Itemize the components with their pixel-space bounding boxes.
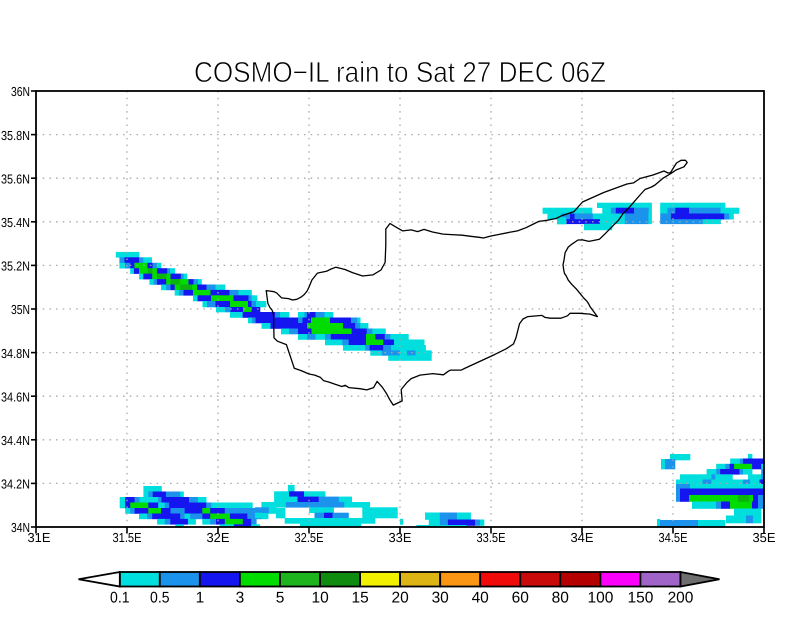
svg-text:36N: 36N [11, 84, 30, 99]
svg-text:32E: 32E [207, 530, 230, 545]
svg-text:60: 60 [512, 589, 530, 606]
svg-text:5: 5 [276, 589, 285, 606]
svg-text:150: 150 [627, 589, 653, 606]
svg-text:40: 40 [472, 589, 490, 606]
svg-text:31E: 31E [28, 530, 51, 545]
svg-text:35.6N: 35.6N [1, 171, 30, 186]
svg-text:1: 1 [196, 589, 205, 606]
svg-text:100: 100 [587, 589, 613, 606]
svg-text:0.1: 0.1 [110, 589, 130, 606]
svg-text:200: 200 [668, 589, 694, 606]
svg-text:31.5E: 31.5E [113, 530, 142, 545]
svg-text:0.5: 0.5 [150, 589, 170, 606]
svg-text:34.6N: 34.6N [1, 389, 30, 404]
svg-text:15: 15 [351, 589, 368, 606]
svg-text:34E: 34E [571, 530, 594, 545]
svg-text:10: 10 [311, 589, 329, 606]
svg-text:3: 3 [236, 589, 245, 606]
svg-text:33.5E: 33.5E [477, 530, 506, 545]
svg-text:35.2N: 35.2N [1, 259, 30, 274]
svg-text:35.8N: 35.8N [1, 128, 30, 143]
svg-text:80: 80 [552, 589, 570, 606]
svg-text:35E: 35E [753, 530, 776, 545]
svg-text:34.2N: 34.2N [1, 477, 30, 492]
svg-text:33E: 33E [389, 530, 412, 545]
svg-text:34.5E: 34.5E [659, 530, 688, 545]
svg-text:34.4N: 34.4N [1, 433, 30, 448]
svg-text:32.5E: 32.5E [295, 530, 324, 545]
svg-text:30: 30 [432, 589, 450, 606]
svg-text:COSMO−IL rain to Sat 27 DEC 06: COSMO−IL rain to Sat 27 DEC 06Z [194, 57, 606, 89]
svg-text:35N: 35N [11, 302, 30, 317]
svg-text:35.4N: 35.4N [1, 215, 30, 230]
svg-text:20: 20 [391, 589, 409, 606]
svg-text:34N: 34N [11, 520, 30, 535]
svg-text:34.8N: 34.8N [1, 346, 30, 361]
